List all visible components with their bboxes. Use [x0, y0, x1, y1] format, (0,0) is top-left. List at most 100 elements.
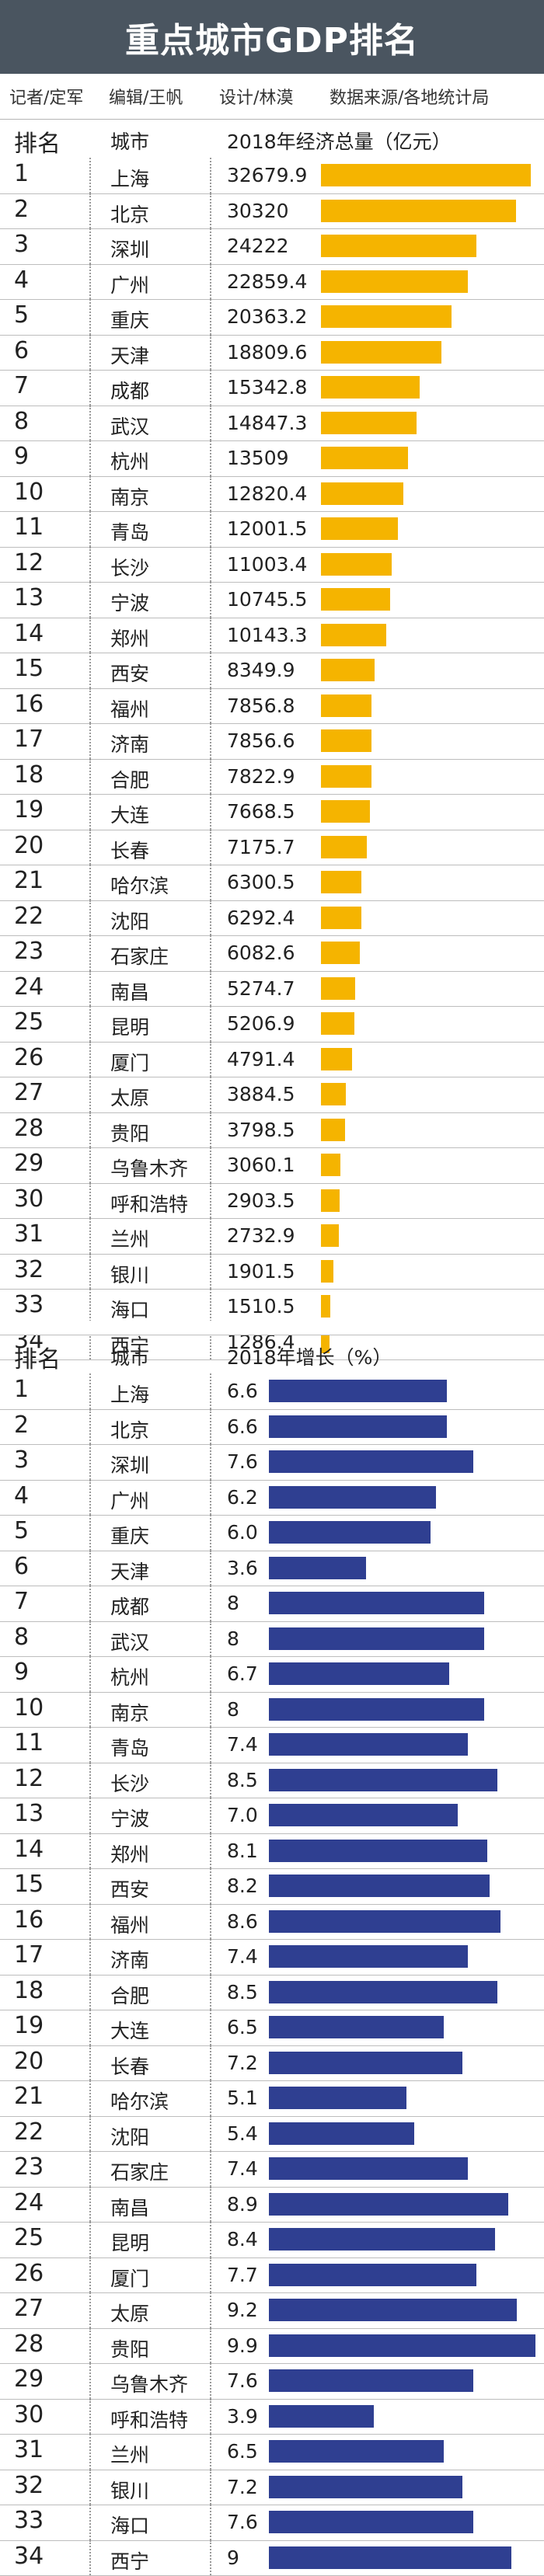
value-label: 11003.4: [227, 553, 307, 576]
value-label: 7.4: [227, 1945, 258, 1968]
column-divider: [89, 299, 91, 335]
growth-bar: [269, 2369, 473, 2392]
city-label: 济南: [110, 1945, 149, 1973]
column-divider: [89, 1444, 91, 1480]
gdp-bar: [321, 200, 516, 222]
city-label: 呼和浩特: [110, 2405, 188, 2433]
value-label: 3798.5: [227, 1119, 295, 1141]
column-divider: [89, 1586, 91, 1621]
column-divider: [89, 2116, 91, 2152]
gdp-bar: [321, 376, 420, 399]
column-divider: [210, 2010, 211, 2045]
column-divider: [210, 2292, 211, 2328]
column-divider: [89, 2187, 91, 2223]
rank-label: 33: [14, 1291, 44, 1318]
rank-label: 13: [14, 584, 44, 611]
rank-label: 1: [14, 160, 29, 187]
city-label: 兰州: [110, 2440, 149, 2468]
column-divider: [89, 1692, 91, 1728]
city-label: 哈尔滨: [110, 2087, 169, 2115]
value-label: 20363.2: [227, 305, 307, 328]
value-label: 8.9: [227, 2193, 258, 2216]
column-divider: [210, 476, 211, 512]
column-divider: [210, 2434, 211, 2470]
column-divider: [210, 1975, 211, 2010]
city-label: 福州: [110, 1910, 149, 1938]
city-label: 济南: [110, 729, 149, 757]
growth-bar: [269, 2546, 511, 2569]
rank-label: 26: [14, 1044, 44, 1071]
rank-label: 18: [14, 761, 44, 788]
city-column-header: 城市: [110, 127, 149, 155]
column-divider: [89, 547, 91, 583]
gdp-column-header: 2018年经济总量（亿元）: [227, 127, 452, 155]
column-divider: [210, 935, 211, 971]
city-label: 青岛: [110, 517, 149, 545]
column-divider: [210, 1904, 211, 1940]
rank-label: 27: [14, 2295, 44, 2322]
column-divider: [210, 2045, 211, 2081]
rank-label: 14: [14, 1836, 44, 1863]
rank-label: 30: [14, 1185, 44, 1213]
gdp-bar: [321, 270, 468, 293]
value-label: 6.7: [227, 1662, 258, 1685]
value-label: 7856.8: [227, 694, 295, 717]
value-label: 7822.9: [227, 765, 295, 788]
city-label: 宁波: [110, 1804, 149, 1832]
growth-bar: [269, 1486, 436, 1509]
column-divider: [89, 1727, 91, 1763]
column-divider: [89, 2045, 91, 2081]
column-divider: [210, 582, 211, 618]
growth-bar: [269, 1875, 490, 1897]
growth-bar: [269, 1981, 497, 2003]
value-label: 9: [227, 2546, 239, 2569]
value-label: 8.1: [227, 1840, 258, 1862]
gdp-bar: [321, 765, 371, 788]
column-divider: [89, 1798, 91, 1833]
credit-editor: 编辑/王帆: [109, 84, 183, 109]
city-label: 重庆: [110, 1521, 149, 1549]
city-label: 哈尔滨: [110, 871, 169, 899]
column-divider: [89, 759, 91, 795]
column-divider: [89, 1480, 91, 1516]
city-label: 银川: [110, 2476, 149, 2504]
rank-label: 8: [14, 408, 29, 435]
growth-bar: [269, 1415, 447, 1438]
column-divider: [210, 370, 211, 406]
column-divider: [89, 1254, 91, 1290]
city-label: 贵阳: [110, 2334, 149, 2362]
rank-label: 10: [14, 479, 44, 506]
growth-column-header: 2018年增长（%）: [227, 1342, 392, 1370]
gdp-bar: [321, 482, 403, 505]
column-divider: [89, 1409, 91, 1445]
value-label: 7175.7: [227, 836, 295, 858]
value-label: 7856.6: [227, 729, 295, 752]
growth-bar: [269, 1592, 484, 1614]
column-divider: [89, 2257, 91, 2293]
city-label: 合肥: [110, 1981, 149, 2009]
rank-column-header: 排名: [14, 1340, 61, 1374]
growth-bar: [269, 2228, 495, 2251]
city-label: 广州: [110, 1486, 149, 1514]
value-label: 32679.9: [227, 164, 307, 186]
column-divider: [210, 1692, 211, 1728]
city-label: 大连: [110, 2016, 149, 2044]
value-label: 2732.9: [227, 1224, 295, 1247]
value-label: 5274.7: [227, 977, 295, 1000]
city-label: 深圳: [110, 1450, 149, 1478]
city-label: 广州: [110, 270, 149, 298]
